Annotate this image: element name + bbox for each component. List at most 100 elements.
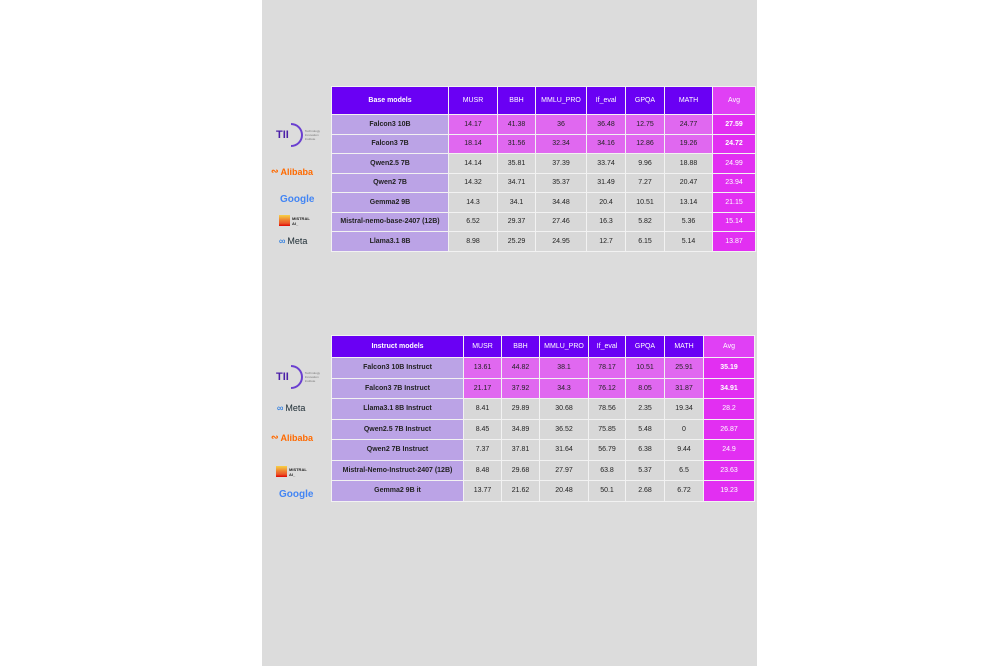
score-cell: 5.37	[625, 459, 665, 481]
score-cell: 6.15	[625, 231, 665, 252]
score-cell: 29.89	[501, 398, 540, 420]
table-row: Gemma2 9B 14.3 34.1 34.48 20.4 10.51 13.14 21.1…	[331, 192, 756, 213]
score-cell: 12.86	[625, 133, 665, 154]
score-cell: 13.14	[664, 192, 713, 213]
alibaba-logo: ∾ Alibaba	[271, 166, 314, 177]
avg-cell: 24.99	[712, 153, 756, 174]
score-cell: 5.48	[625, 418, 665, 440]
column-header: BBH	[501, 335, 540, 358]
score-cell: 21.17	[463, 377, 502, 399]
table-row: Qwen2 7B 14.32 34.71 35.37 31.49 7.27 20.47 23.…	[331, 172, 756, 193]
score-cell: 27.46	[535, 211, 587, 232]
model-name-cell: Qwen2.5 7B	[331, 153, 449, 174]
table-row: Falcon3 10B Instruct 13.61 44.82 38.1 78.17 1…	[331, 357, 755, 379]
score-cell: 37.92	[501, 377, 540, 399]
score-cell: 0	[664, 418, 704, 440]
score-cell: 14.14	[448, 153, 498, 174]
score-cell: 8.48	[463, 459, 502, 481]
table-row: Qwen2.5 7B Instruct 8.45 34.89 36.52 75.85 5.…	[331, 418, 755, 440]
score-cell: 29.68	[501, 459, 540, 481]
score-cell: 31.49	[586, 172, 626, 193]
score-cell: 19.26	[664, 133, 713, 154]
score-cell: 76.12	[588, 377, 626, 399]
model-name-cell: Mistral-nemo-base-2407 (12B)	[331, 211, 449, 232]
score-cell: 2.68	[625, 480, 665, 502]
score-cell: 6.5	[664, 459, 704, 481]
score-cell: 8.41	[463, 398, 502, 420]
column-header: GPQA	[625, 335, 665, 358]
score-cell: 38.1	[539, 357, 589, 379]
column-header: BBH	[497, 86, 536, 115]
avg-cell: 24.72	[712, 133, 756, 154]
score-cell: 34.48	[535, 192, 587, 213]
score-cell: 2.35	[625, 398, 665, 420]
model-name-cell: Qwen2 7B	[331, 172, 449, 193]
avg-cell: 34.91	[703, 377, 755, 399]
score-cell: 8.98	[448, 231, 498, 252]
mistral-logo: MISTRAL AI_	[279, 215, 314, 226]
score-cell: 36.48	[586, 114, 626, 135]
score-cell: 34.3	[539, 377, 589, 399]
score-cell: 34.89	[501, 418, 540, 440]
score-cell: 10.51	[625, 357, 665, 379]
avg-cell: 23.63	[703, 459, 755, 481]
score-cell: 6.38	[625, 439, 665, 461]
score-cell: 34.1	[497, 192, 536, 213]
meta-logo: ∞ Meta	[279, 236, 308, 246]
score-cell: 6.72	[664, 480, 704, 502]
header-row: Instruct models MUSR BBH MMLU_PRO If_eval GPQ…	[331, 335, 755, 358]
meta-logo: ∞ Meta	[277, 403, 306, 413]
table-row: Mistral-Nemo-Instruct-2407 (12B) 8.48 29.6…	[331, 459, 755, 481]
avg-cell: 13.87	[712, 231, 756, 252]
score-cell: 27.97	[539, 459, 589, 481]
model-name-cell: Qwen2.5 7B Instruct	[331, 418, 464, 440]
column-header: MATH	[664, 86, 713, 115]
score-cell: 16.3	[586, 211, 626, 232]
avg-cell: 35.19	[703, 357, 755, 379]
avg-cell: 27.59	[712, 114, 756, 135]
column-header: MATH	[664, 335, 704, 358]
score-cell: 63.8	[588, 459, 626, 481]
score-cell: 8.45	[463, 418, 502, 440]
score-cell: 20.48	[539, 480, 589, 502]
score-cell: 35.81	[497, 153, 536, 174]
model-name-cell: Falcon3 10B	[331, 114, 449, 135]
score-cell: 20.47	[664, 172, 713, 193]
score-cell: 37.81	[501, 439, 540, 461]
score-cell: 25.29	[497, 231, 536, 252]
score-cell: 10.51	[625, 192, 665, 213]
score-cell: 25.91	[664, 357, 704, 379]
score-cell: 36.52	[539, 418, 589, 440]
score-cell: 30.68	[539, 398, 589, 420]
score-cell: 31.87	[664, 377, 704, 399]
table-row: Mistral-nemo-base-2407 (12B) 6.52 29.37 27.…	[331, 211, 756, 232]
score-cell: 24.77	[664, 114, 713, 135]
column-header: MUSR	[448, 86, 498, 115]
score-cell: 35.37	[535, 172, 587, 193]
score-cell: 13.61	[463, 357, 502, 379]
score-cell: 75.85	[588, 418, 626, 440]
score-cell: 18.14	[448, 133, 498, 154]
model-name-cell: Falcon3 7B	[331, 133, 449, 154]
column-header: MMLU_PRO	[535, 86, 587, 115]
score-cell: 9.44	[664, 439, 704, 461]
column-header-model: Base models	[331, 86, 449, 115]
model-name-cell: Gemma2 9B	[331, 192, 449, 213]
mistral-logo: MISTRAL AI_	[276, 466, 311, 477]
instruct-models-table: Instruct models MUSR BBH MMLU_PRO If_eval GPQ…	[331, 335, 755, 502]
avg-cell: 21.15	[712, 192, 756, 213]
avg-cell: 19.23	[703, 480, 755, 502]
score-cell: 7.27	[625, 172, 665, 193]
score-cell: 78.56	[588, 398, 626, 420]
table-row: Qwen2 7B Instruct 7.37 37.81 31.64 56.79 6.38…	[331, 439, 755, 461]
score-cell: 50.1	[588, 480, 626, 502]
score-cell: 78.17	[588, 357, 626, 379]
score-cell: 56.79	[588, 439, 626, 461]
alibaba-logo: ∾ Alibaba	[271, 432, 314, 443]
model-name-cell: Qwen2 7B Instruct	[331, 439, 464, 461]
score-cell: 34.71	[497, 172, 536, 193]
tii-logo: TII Technology Innovation Institute	[276, 123, 323, 147]
avg-cell: 23.94	[712, 172, 756, 193]
score-cell: 14.3	[448, 192, 498, 213]
column-header: MMLU_PRO	[539, 335, 589, 358]
